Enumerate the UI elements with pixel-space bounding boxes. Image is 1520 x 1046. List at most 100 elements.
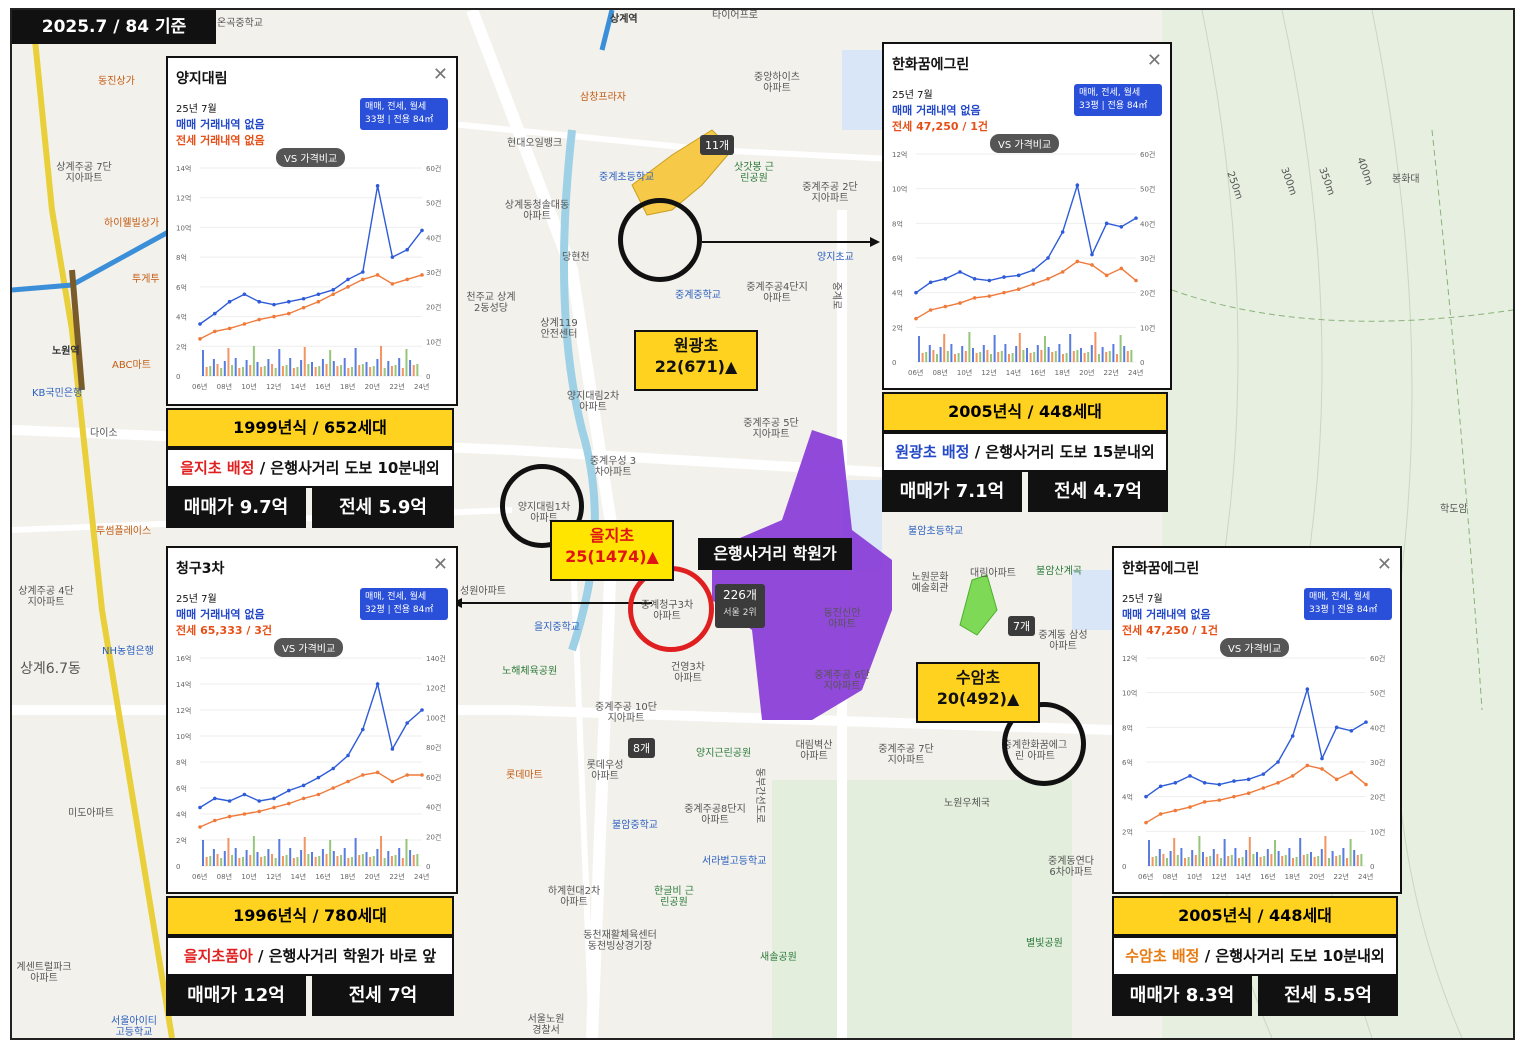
- close-icon[interactable]: ✕: [1376, 554, 1392, 575]
- x-tick-label: 16년: [1030, 368, 1045, 377]
- type-select[interactable]: 매매, 전세, 월세 33평 | 전용 84㎡: [1304, 588, 1392, 620]
- x-tick-label: 08년: [932, 368, 947, 377]
- sale-series-point: [272, 302, 276, 307]
- close-icon[interactable]: ✕: [432, 554, 448, 575]
- volume-bar: [354, 838, 357, 866]
- school-box-wongwang: 원광초 22(671)▲: [634, 330, 758, 391]
- rent-series-point: [943, 304, 948, 309]
- vs-compare-button[interactable]: VS 가격비교: [1220, 638, 1290, 657]
- volume-bar: [380, 346, 383, 376]
- map-label: 하계현대2차 아파트: [547, 886, 601, 908]
- map-label: 중계주공4단지 아파트: [746, 282, 808, 304]
- y2-tick-label: 50건: [426, 199, 441, 208]
- x-tick-label: 06년: [908, 368, 923, 377]
- rent-series-point: [1090, 263, 1094, 267]
- volume-bar: [350, 367, 353, 376]
- x-tick-label: 22년: [1104, 368, 1119, 377]
- vs-compare-button[interactable]: VS 가격비교: [276, 148, 346, 167]
- volume-bar: [289, 358, 292, 376]
- volume-bar: [939, 347, 942, 362]
- close-icon[interactable]: ✕: [1146, 50, 1162, 71]
- y2-tick-label: 10건: [1140, 323, 1155, 332]
- sale-series-point: [242, 292, 247, 297]
- price-card-hanhwa2[interactable]: 한화꿈에그린 ✕ 25년 7월 매매 거래내역 없음 전세 47,250 / 1…: [1112, 546, 1402, 894]
- sale-series-point: [1334, 725, 1339, 730]
- volume-bar: [1238, 858, 1240, 866]
- vs-compare-button[interactable]: VS 가격비교: [990, 134, 1060, 153]
- y-tick-label: 8억: [1122, 724, 1133, 732]
- sale-status: 매매 거래내역 없음: [176, 608, 265, 621]
- x-tick-label: 12년: [266, 872, 281, 881]
- price-card-cheonggu[interactable]: 청구3차 ✕ 25년 7월 매매 거래내역 없음 전세 65,333 / 3건 …: [166, 546, 458, 894]
- volume-bar: [1166, 858, 1168, 866]
- volume-bar: [303, 837, 306, 866]
- rent-series-point: [198, 825, 202, 829]
- x-tick-label: 08년: [217, 872, 232, 881]
- volume-bar: [271, 854, 274, 866]
- y2-tick-label: 30건: [426, 268, 441, 277]
- select-type: 매매, 전세, 월세: [1079, 88, 1141, 98]
- year-households: 2005년식 / 448세대: [1112, 896, 1398, 936]
- map-label: 양지대림2차 아파트: [566, 391, 620, 413]
- rent-series-point: [1075, 259, 1080, 264]
- volume-bar: [1112, 344, 1115, 362]
- card-title: 양지대림: [176, 71, 228, 87]
- rent-price: 전세 7억: [312, 976, 454, 1016]
- type-select[interactable]: 매매, 전세, 월세 33평 | 전용 84㎡: [360, 98, 448, 130]
- volume-bar: [343, 358, 346, 376]
- volume-bar: [1080, 348, 1082, 362]
- note-highlight: 수암초 배정: [1125, 947, 1200, 965]
- map-label: 동천재활체육센터 동천빙상경기장: [583, 930, 657, 952]
- y-tick-label: 12억: [1122, 655, 1137, 663]
- sale-series-point: [1217, 782, 1222, 787]
- map-label: 대림벽산 아파트: [795, 740, 833, 762]
- volume-bar: [361, 364, 364, 376]
- rent-series-point: [1305, 763, 1310, 768]
- volume-bar: [245, 850, 248, 866]
- rent-series-point: [1232, 794, 1236, 799]
- type-select[interactable]: 매매, 전세, 월세 32평 | 전용 84㎡: [360, 588, 448, 620]
- x-tick-label: 18년: [340, 872, 355, 881]
- rent-series-point: [287, 801, 291, 806]
- volume-bar: [1026, 348, 1028, 362]
- volume-bar: [1072, 351, 1075, 362]
- y-tick-label: 6억: [892, 255, 903, 263]
- y2-tick-label: 50건: [1140, 185, 1155, 194]
- volume-bar: [1162, 854, 1165, 866]
- map-label: KB국민은행: [32, 388, 83, 399]
- card-month: 25년 7월: [892, 90, 933, 101]
- price-card-yangji[interactable]: 양지대림 ✕ 25년 7월 매매 거래내역 없음 전세 거래내역 없음 매매, …: [166, 56, 458, 406]
- volume-bar: [318, 856, 321, 866]
- vs-compare-button[interactable]: VS 가격비교: [274, 638, 344, 657]
- map-label: 투썸플레이스: [96, 526, 152, 537]
- rent-series-point: [1349, 770, 1354, 775]
- rent-status: 전세 47,250 / 1건: [1122, 624, 1218, 637]
- rent-series-point: [361, 277, 365, 282]
- x-tick-label: 20년: [1309, 872, 1324, 881]
- volume-bar: [398, 848, 401, 866]
- volume-bar: [223, 851, 226, 866]
- price-card-hanhwa[interactable]: 한화꿈에그린 ✕ 25년 7월 매매 거래내역 없음 전세 47,250 / 1…: [882, 42, 1172, 390]
- y-tick-label: 8억: [176, 759, 187, 767]
- x-tick-label: 24년: [1358, 872, 1373, 881]
- volume-bar: [329, 350, 332, 376]
- subway-line-yellow: [29, 10, 175, 1038]
- map-label: 온곡중학교: [217, 18, 263, 29]
- y2-tick-label: 120건: [426, 684, 446, 693]
- type-select[interactable]: 매매, 전세, 월세 33평 | 전용 84㎡: [1074, 84, 1162, 116]
- school-name: 원광초: [673, 336, 719, 355]
- close-icon[interactable]: ✕: [432, 64, 448, 85]
- y2-tick-label: 30건: [1140, 254, 1155, 263]
- map-label: 다이소: [90, 428, 118, 439]
- volume-bar: [350, 857, 353, 866]
- volume-bar: [358, 365, 361, 376]
- volume-bar: [387, 361, 390, 376]
- y2-tick-label: 40건: [426, 803, 441, 812]
- date-badge: 2025.7 / 84 기준: [12, 10, 216, 44]
- card-title: 한화꿈에그린: [1122, 561, 1200, 577]
- sale-series-point: [213, 311, 217, 316]
- y-tick-label: 2억: [1122, 828, 1133, 836]
- x-tick-label: 22년: [389, 382, 404, 391]
- map-label: 중계동 삼성아파트: [1038, 630, 1088, 652]
- rent-series-point: [1060, 270, 1065, 274]
